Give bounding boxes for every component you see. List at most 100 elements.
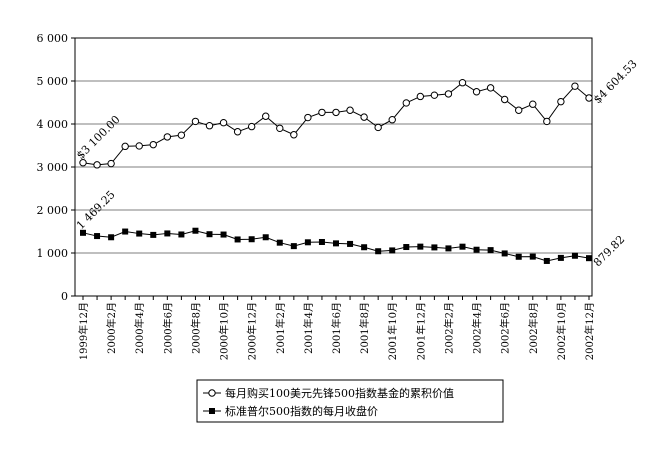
marker-open-circle [360,113,368,121]
marker-open-circle [585,94,593,102]
y-tick-label: 4 000 [37,118,69,131]
marker-filled-square [192,227,199,234]
marker-open-circle [163,133,172,141]
marker-open-circle [444,90,453,98]
marker-open-circle [247,122,256,131]
x-tick-label: 1999年12月 [77,302,90,360]
marker-open-circle [472,88,481,96]
marker-open-circle [458,79,467,87]
marker-open-circle [191,117,200,126]
marker-open-circle [205,122,214,130]
x-tick-label: 2001年6月 [330,302,343,354]
y-tick-label: 2 000 [37,204,69,217]
marker-filled-square [290,243,297,250]
marker-open-circle [332,108,340,117]
marker-filled-square [515,253,522,260]
y-axis-ticks: 0 1 000 2 000 3 000 4 000 5 000 6 000 [37,32,75,303]
marker-filled-square [262,234,269,241]
marker-filled-square [164,230,171,237]
y-tick-label: 5 000 [37,75,69,88]
marker-filled-square [473,246,480,253]
marker-open-circle [79,159,87,167]
marker-open-circle [149,140,157,149]
marker-filled-square [178,231,185,238]
x-tick-label: 2000年6月 [161,302,174,354]
marker-open-circle [304,113,312,122]
marker-open-circle [233,128,242,136]
marker-filled-square [94,233,101,240]
x-tick-label: 2001年2月 [274,302,287,354]
marker-filled-square [487,247,494,254]
marker-filled-square [248,236,255,243]
x-tick-label: 2001年12月 [414,302,427,360]
y-tick-label: 1 000 [37,247,69,260]
marker-open-circle [486,84,495,92]
marker-filled-square [375,248,382,255]
x-tick-label: 2001年8月 [358,302,371,354]
marker-open-circle [388,116,396,124]
legend-marker-open-circle [208,389,216,397]
y-tick-label: 0 [61,290,68,303]
marker-open-circle [177,131,186,139]
x-tick-label: 2000年2月 [105,302,118,354]
annotation-series1-end: $4 604.53 [591,57,640,106]
x-axis-ticks: 1999年12月 2000年2月 2000年4月 2000年6月 2000年8月 2000… [77,296,596,360]
marker-filled-square [501,250,508,257]
marker-open-circle [416,92,425,101]
marker-open-circle [290,131,298,139]
x-tick-label: 2000年12月 [246,302,259,360]
marker-filled-square [445,245,452,252]
marker-filled-square [347,240,354,247]
x-tick-label: 2002年8月 [527,302,540,354]
marker-open-circle [346,106,354,114]
marker-open-circle [500,95,509,104]
marker-filled-square [417,243,424,250]
marker-filled-square [431,244,438,251]
marker-open-circle [93,161,101,169]
marker-open-circle [262,112,270,120]
marker-open-circle [529,100,537,108]
marker-filled-square [543,257,550,264]
x-tick-label: 2002年12月 [583,302,596,360]
marker-filled-square [529,253,536,260]
marker-filled-square [403,244,410,251]
marker-filled-square [150,231,157,238]
marker-open-circle [219,119,228,127]
marker-open-circle [571,82,579,90]
marker-open-circle [402,99,410,107]
x-tick-label: 2001年10月 [386,302,399,360]
marker-filled-square [206,231,213,238]
marker-filled-square [122,228,129,235]
x-tick-label: 2002年2月 [442,302,455,354]
marker-open-circle [135,142,143,150]
marker-filled-square [557,254,564,261]
x-tick-label: 2002年10月 [555,302,568,360]
legend: 每月购买100美元先锋500指数基金的累积价值 标准普尔500指数的每月收盘价 [196,379,504,423]
marker-open-circle [430,91,439,99]
marker-filled-square [571,252,578,259]
x-tick-label: 2002年4月 [471,302,484,354]
annotation-series2-end: 879.82 [591,233,627,269]
marker-filled-square [220,231,227,238]
marker-filled-square [108,234,115,241]
annotation-series1-start: $3 100.00 [74,113,123,162]
marker-filled-square [276,239,283,246]
x-tick-label: 2000年8月 [189,302,202,354]
x-tick-label: 2002年6月 [499,302,512,354]
marker-open-circle [276,124,284,133]
marker-open-circle [374,123,382,132]
marker-filled-square [586,255,592,262]
marker-open-circle [107,159,115,168]
marker-filled-square [459,243,466,250]
x-tick-label: 2000年10月 [218,302,231,360]
marker-filled-square [333,240,339,247]
marker-filled-square [361,244,368,251]
marker-filled-square [318,238,325,245]
marker-open-circle [121,142,129,151]
marker-open-circle [515,106,523,114]
marker-open-circle [318,108,326,117]
marker-filled-square [80,229,86,236]
marker-open-circle [543,117,551,126]
marker-filled-square [136,230,143,237]
